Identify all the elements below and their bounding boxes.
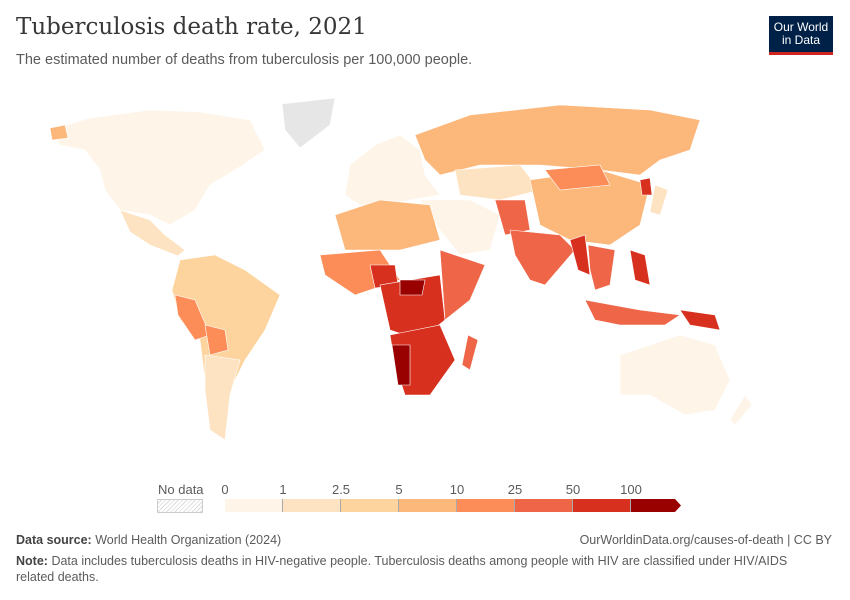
source-url[interactable]: OurWorldinData.org/causes-of-death | CC … xyxy=(579,533,832,547)
legend-no-data-label: No data xyxy=(158,482,204,497)
logo-line-1: Our World xyxy=(773,20,829,34)
owid-logo[interactable]: Our World in Data xyxy=(769,16,833,55)
legend-bin[interactable] xyxy=(457,499,515,512)
map-legend: No data 0 1 2.5 5 10 25 50 100 xyxy=(150,482,710,514)
legend-bin[interactable] xyxy=(283,499,341,512)
region-myanmar[interactable] xyxy=(569,234,591,276)
region-new-zealand[interactable] xyxy=(729,394,753,426)
region-north-america[interactable] xyxy=(49,109,266,226)
region-australia[interactable] xyxy=(619,334,731,416)
region-russia[interactable] xyxy=(414,104,701,176)
note-line: Note: Data includes tuberculosis deaths … xyxy=(16,553,826,585)
legend-tick: 100 xyxy=(620,482,642,497)
region-alaska[interactable] xyxy=(49,124,69,141)
region-southern-cone[interactable] xyxy=(204,354,241,441)
region-central-america[interactable] xyxy=(119,209,186,257)
region-north-korea[interactable] xyxy=(639,177,653,196)
source-label: Data source: xyxy=(16,533,92,547)
region-north-africa[interactable] xyxy=(334,199,441,251)
source-line: Data source: World Health Organization (… xyxy=(16,533,281,547)
legend-bin[interactable] xyxy=(341,499,399,512)
region-namibia[interactable] xyxy=(391,344,411,386)
logo-line-2: in Data xyxy=(781,33,821,47)
region-central-asia[interactable] xyxy=(454,164,541,201)
chart-title: Tuberculosis death rate, 2021 xyxy=(16,14,367,40)
legend-no-data-swatch xyxy=(157,499,203,513)
legend-bin[interactable] xyxy=(631,499,681,512)
legend-tick: 1 xyxy=(279,482,287,497)
region-png[interactable] xyxy=(679,309,721,331)
region-greenland[interactable] xyxy=(281,97,336,149)
region-car[interactable] xyxy=(399,279,426,296)
note-text: Data includes tuberculosis deaths in HIV… xyxy=(16,554,788,584)
region-madagascar[interactable] xyxy=(461,334,479,371)
chart-subtitle: The estimated number of deaths from tube… xyxy=(16,52,473,68)
region-peru[interactable] xyxy=(174,294,211,341)
region-japan[interactable] xyxy=(649,184,669,216)
legend-bin[interactable] xyxy=(515,499,573,512)
legend-tick: 0 xyxy=(221,482,229,497)
world-map[interactable] xyxy=(0,90,850,450)
region-bolivia[interactable] xyxy=(204,324,229,356)
legend-bins xyxy=(225,499,681,512)
region-philippines[interactable] xyxy=(629,249,651,286)
region-india[interactable] xyxy=(509,229,576,286)
source-text[interactable]: World Health Organization (2024) xyxy=(95,533,282,547)
legend-bin[interactable] xyxy=(399,499,457,512)
region-middle-east[interactable] xyxy=(419,199,501,256)
legend-tick: 2.5 xyxy=(331,482,351,497)
region-southeast-asia[interactable] xyxy=(587,244,616,291)
legend-tick: 10 xyxy=(449,482,465,497)
region-mongolia[interactable] xyxy=(544,164,611,191)
note-label: Note: xyxy=(16,554,48,568)
legend-tick: 5 xyxy=(395,482,403,497)
legend-bin[interactable] xyxy=(225,499,283,512)
region-afghanistan-pakistan[interactable] xyxy=(494,199,531,236)
legend-bin[interactable] xyxy=(573,499,631,512)
region-east-africa[interactable] xyxy=(439,249,486,321)
legend-tick: 50 xyxy=(565,482,581,497)
legend-tick: 25 xyxy=(507,482,523,497)
region-indonesia[interactable] xyxy=(584,299,681,326)
